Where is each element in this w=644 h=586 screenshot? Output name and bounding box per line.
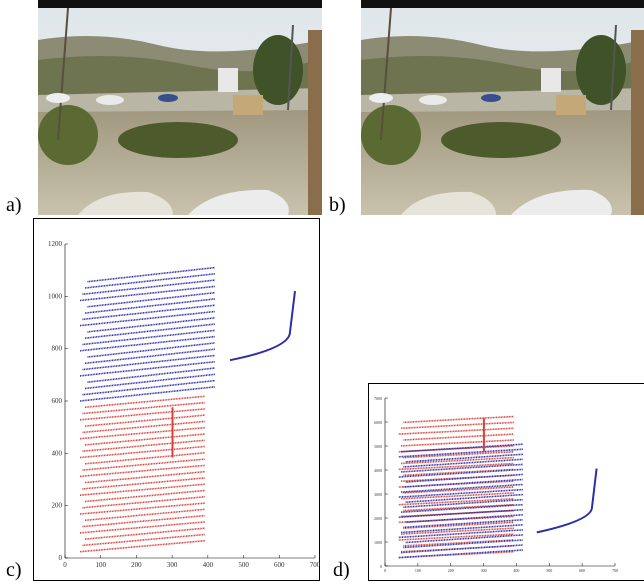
y-tick-label: 5000 <box>374 444 382 449</box>
trajectory <box>80 428 205 439</box>
trajectory <box>83 381 216 395</box>
trajectory <box>83 535 206 546</box>
trajectory <box>85 374 215 388</box>
trajectory <box>85 324 215 338</box>
x-tick-label: 0 <box>63 561 67 569</box>
x-tick-label: 300 <box>167 561 178 569</box>
y-tick-label: 4000 <box>374 468 382 473</box>
x-tick-label: 600 <box>579 568 585 573</box>
trajectory <box>80 465 205 476</box>
trajectory <box>85 472 205 483</box>
x-tick-label: 500 <box>546 568 552 573</box>
trajectory <box>88 268 216 282</box>
trajectory <box>80 541 205 552</box>
trajectory <box>88 293 216 307</box>
trajectory <box>85 299 215 313</box>
y-tick-label: 6000 <box>374 420 382 425</box>
trajectory <box>85 415 205 426</box>
trajectory <box>401 422 514 428</box>
x-tick-label: 700 <box>612 568 618 573</box>
panel-label: d) <box>333 559 350 581</box>
trajectory <box>83 280 216 294</box>
y-tick-label: 7000 <box>374 396 382 401</box>
blue-curve <box>230 291 295 360</box>
trajectory <box>83 305 216 319</box>
trajectory <box>80 484 205 495</box>
trajectory <box>80 409 205 420</box>
y-tick-label: 200 <box>52 502 63 510</box>
y-tick-label: 0 <box>59 554 63 562</box>
trajectory <box>80 312 215 326</box>
panel-label: b) <box>329 194 346 216</box>
trajectory <box>83 403 206 414</box>
y-tick-label: 1000 <box>48 292 63 300</box>
x-tick-label: 600 <box>274 561 285 569</box>
trajectory <box>403 540 513 546</box>
trajectory <box>88 318 216 332</box>
trajectory <box>85 434 205 445</box>
trajectory <box>80 387 215 401</box>
x-tick-label: 200 <box>448 568 454 573</box>
y-tick-label: 0 <box>380 564 382 569</box>
y-tick-label: 600 <box>52 397 63 405</box>
trajectory <box>88 368 216 382</box>
trajectory <box>83 497 206 508</box>
blue-curve <box>537 469 597 533</box>
y-tick-label: 1200 <box>48 240 63 248</box>
trajectory <box>83 459 206 470</box>
trajectory <box>88 343 216 357</box>
trajectory <box>403 434 513 440</box>
trajectory <box>83 356 216 370</box>
trajectory <box>399 428 514 434</box>
trajectory <box>80 522 205 533</box>
trajectory <box>399 534 514 540</box>
trajectory <box>83 330 216 344</box>
trajectory <box>80 447 205 458</box>
x-tick-label: 0 <box>384 568 386 573</box>
x-tick-label: 100 <box>415 568 421 573</box>
trajectory <box>83 421 206 432</box>
y-tick-label: 400 <box>52 449 63 457</box>
trajectory <box>80 286 215 300</box>
x-tick-label: 300 <box>481 568 487 573</box>
photo-b <box>361 0 644 215</box>
trajectory <box>83 516 206 527</box>
x-tick-label: 500 <box>238 561 249 569</box>
trajectory <box>403 469 513 475</box>
photo-a <box>38 0 322 215</box>
trajectory <box>83 478 206 489</box>
trajectory <box>80 362 215 376</box>
trajectory <box>83 440 206 451</box>
panel-label: a) <box>6 194 22 216</box>
trajectory <box>85 274 215 288</box>
trajectory <box>85 528 205 539</box>
panel-label: c) <box>6 559 22 581</box>
y-tick-label: 800 <box>52 345 63 353</box>
trajectory <box>85 349 215 363</box>
y-tick-label: 3000 <box>374 492 382 497</box>
x-tick-label: 400 <box>513 568 519 573</box>
y-tick-label: 1000 <box>374 540 382 545</box>
trajectory <box>85 453 205 464</box>
trajectory <box>401 440 514 446</box>
trajectory <box>85 509 205 520</box>
x-tick-label: 100 <box>95 561 106 569</box>
x-tick-label: 400 <box>203 561 214 569</box>
trajectory <box>85 491 205 502</box>
x-tick-label: 200 <box>131 561 142 569</box>
y-tick-label: 2000 <box>374 516 382 521</box>
trajectory <box>403 417 513 423</box>
trajectory <box>80 503 205 514</box>
trajectory <box>399 552 514 558</box>
trajectory <box>80 337 215 351</box>
x-tick-label: 700 <box>310 561 321 569</box>
